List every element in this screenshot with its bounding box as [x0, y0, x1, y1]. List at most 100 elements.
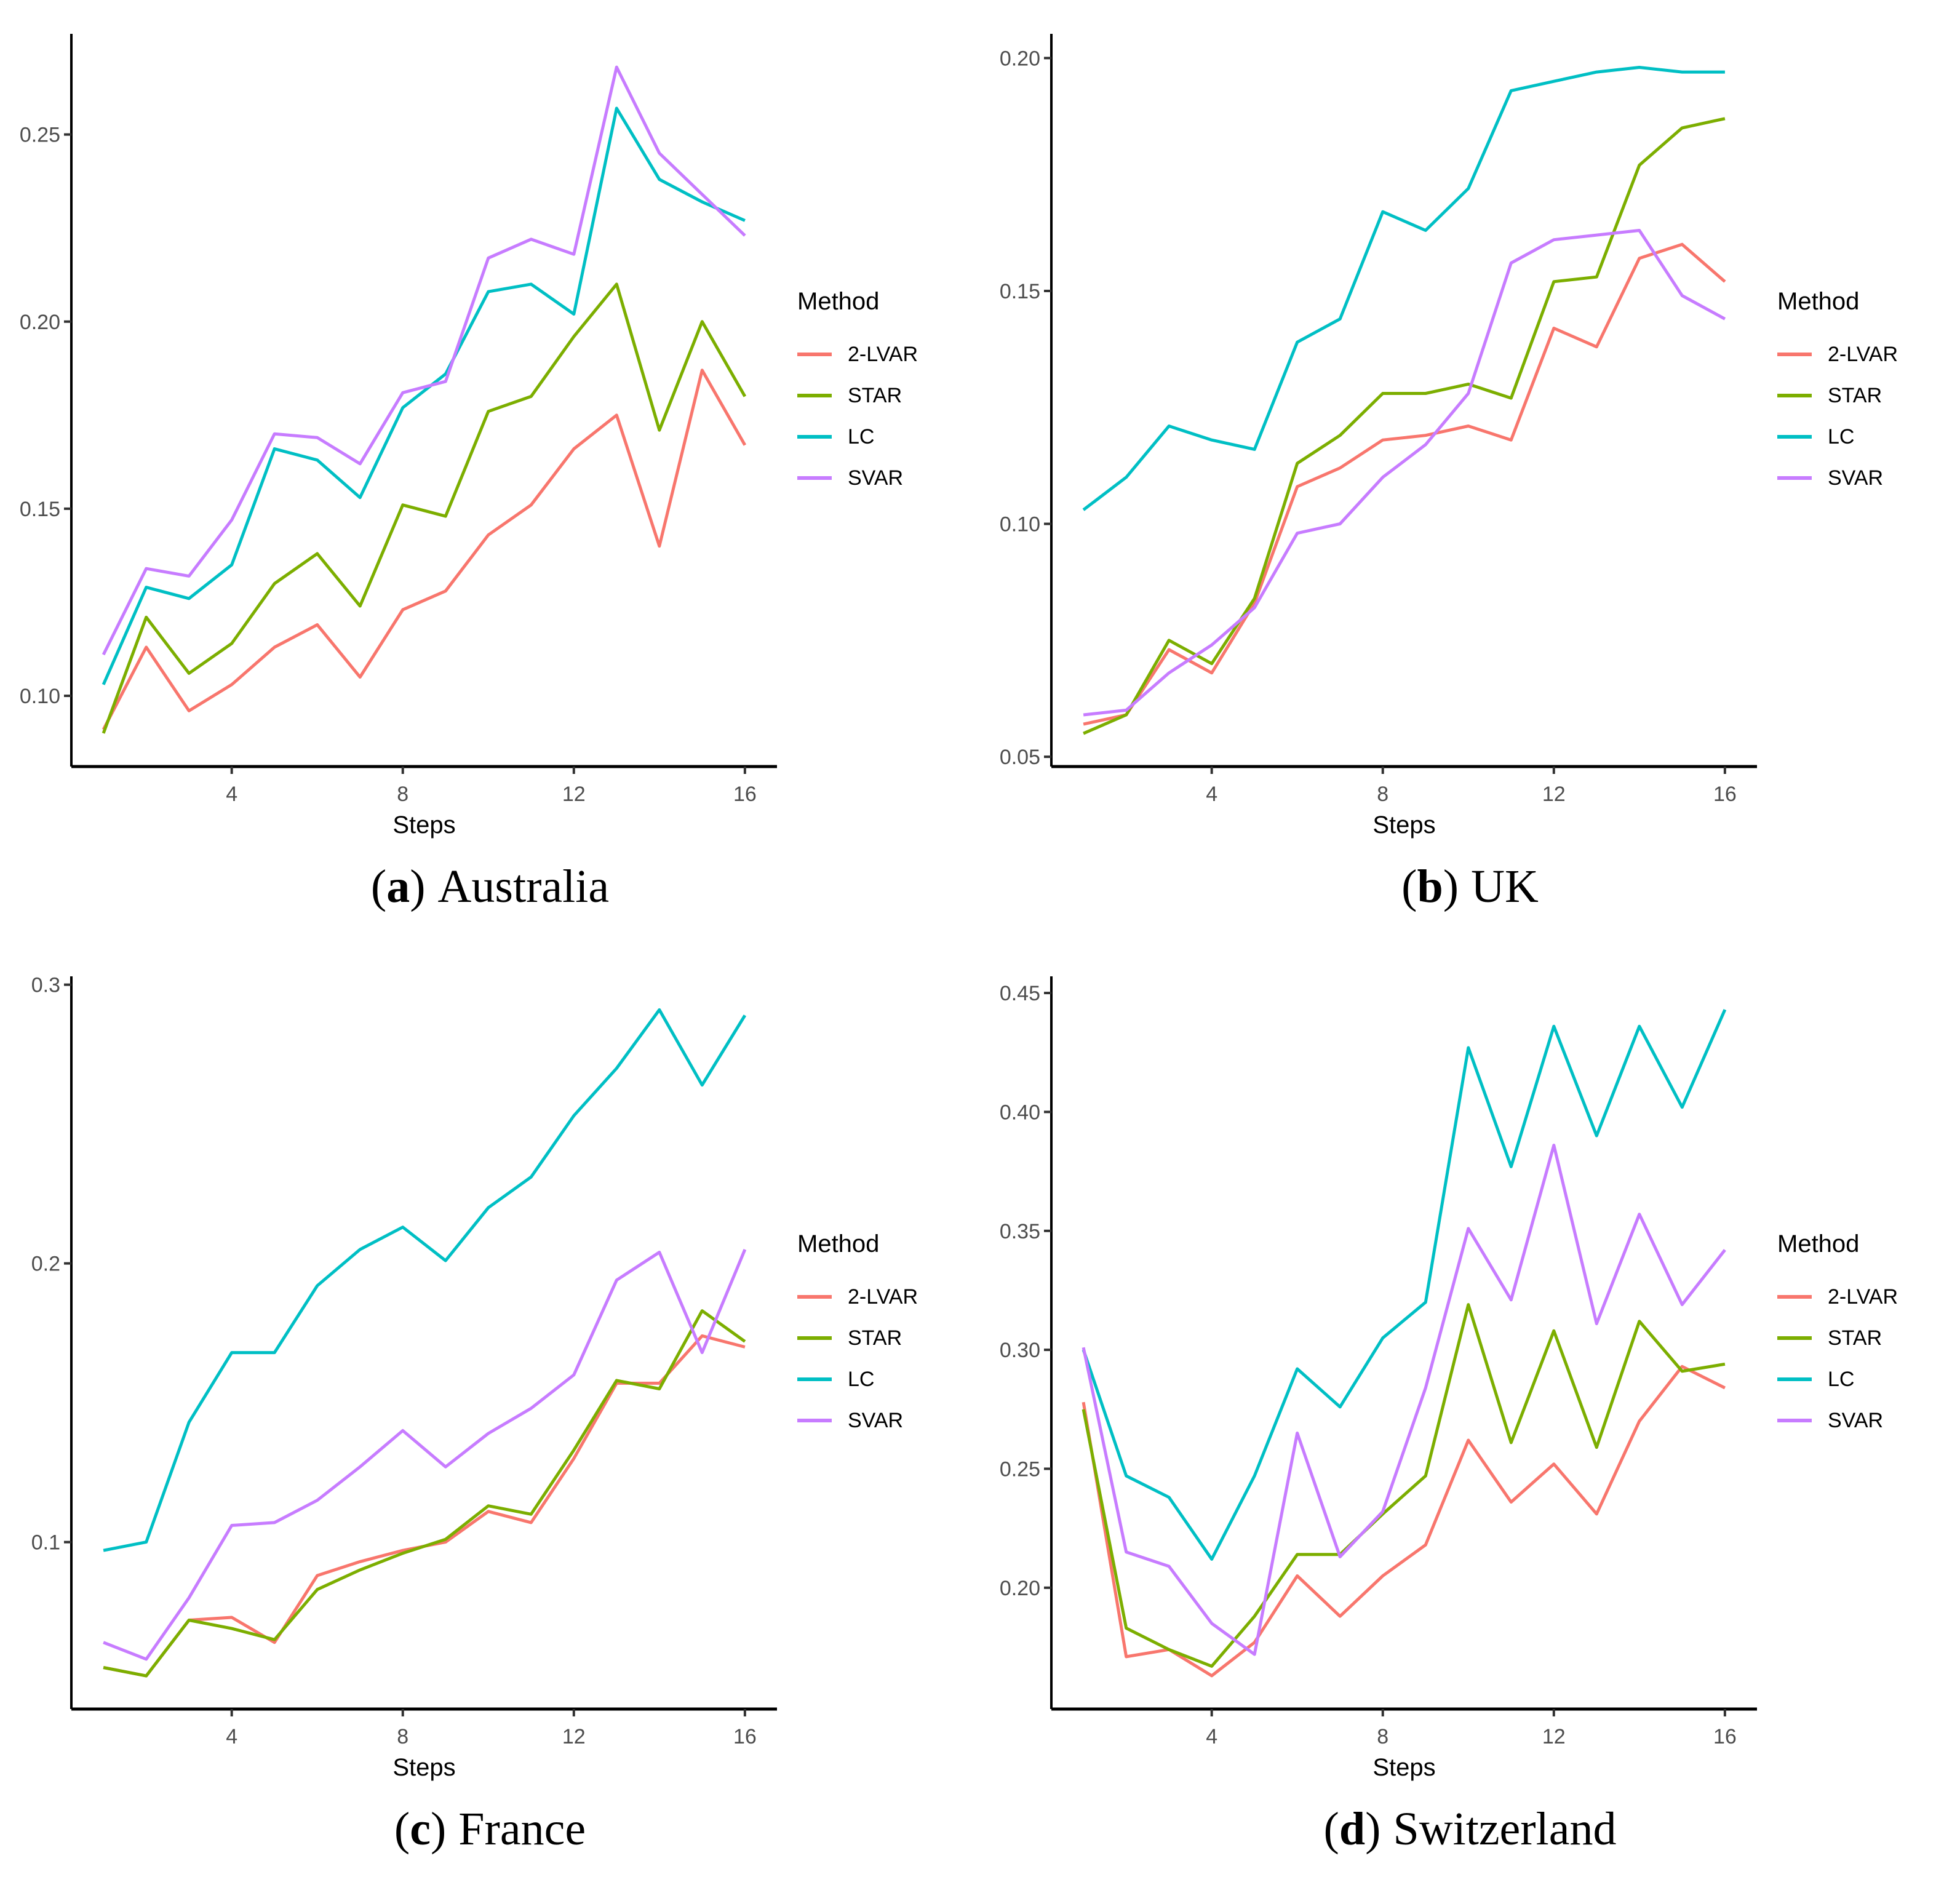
- x-tick-label: 8: [397, 783, 408, 806]
- legend-item-label: 2-LVAR: [848, 1285, 918, 1309]
- legend-item-2-lvar: 2-LVAR: [797, 1283, 918, 1311]
- line-chart-uk: 0.05 0.10 0.15 0.20 4 8 12 16 Steps: [1000, 34, 1757, 839]
- y-tick-label: 0.2: [31, 1253, 60, 1276]
- caption-country: Switzerland: [1393, 1803, 1617, 1855]
- series-line-star: [102, 282, 747, 734]
- caption-uk: (b) UK: [980, 860, 1960, 914]
- caption-paren-open: (: [1323, 1803, 1339, 1855]
- legend-key-line-icon: [797, 1295, 832, 1299]
- series-line-star: [1083, 117, 1726, 735]
- x-tick-label: 16: [733, 783, 757, 806]
- series-line-2-lvar: [1083, 242, 1726, 726]
- y-tick-label: 0.20: [1000, 47, 1040, 70]
- legend-item-label: SVAR: [1828, 1408, 1884, 1432]
- legend-item-label: SVAR: [848, 1408, 904, 1432]
- legend-key-line-icon: [797, 1336, 832, 1340]
- legend-key-line-icon: [1777, 1377, 1812, 1381]
- line-chart-france: 0.1 0.2 0.3 4 8 12 16 Steps: [31, 974, 777, 1781]
- y-tick-label: 0.1: [31, 1531, 60, 1555]
- caption-switzerland: (d) Switzerland: [980, 1803, 1960, 1856]
- caption-letter: b: [1417, 861, 1443, 912]
- legend-item-label: STAR: [848, 1326, 902, 1350]
- y-tick-label: 0.30: [1000, 1339, 1040, 1362]
- x-tick-label: 8: [397, 1725, 408, 1748]
- series-line-lc: [1082, 1009, 1727, 1561]
- x-tick-label: 8: [1377, 1725, 1388, 1748]
- legend-title: Method: [797, 1230, 880, 1257]
- y-tick-label: 0.40: [1000, 1101, 1040, 1124]
- y-tick-label: 0.15: [1000, 280, 1040, 303]
- x-axis-title: Steps: [392, 811, 455, 839]
- line-chart-australia: 0.10 0.15 0.20 0.25 4 8 12 16 Steps: [20, 34, 777, 839]
- legend-key-line-icon: [797, 1419, 832, 1422]
- caption-australia: (a) Australia: [0, 860, 980, 914]
- legend-key-line-icon: [797, 394, 832, 397]
- caption-france: (c) France: [0, 1803, 980, 1856]
- x-tick-label: 4: [226, 1725, 237, 1748]
- x-tick-label: 12: [1542, 783, 1566, 806]
- legend-key-line-icon: [797, 476, 832, 480]
- x-tick-label: 12: [562, 783, 586, 806]
- caption-paren-close: ): [1443, 861, 1459, 912]
- legend-key-line-icon: [1777, 353, 1812, 356]
- legend-item-label: STAR: [1828, 1326, 1882, 1350]
- legend-item-lc: LC: [797, 1365, 918, 1393]
- legend-item-label: SVAR: [848, 466, 904, 490]
- legend-title: Method: [1777, 288, 1860, 315]
- legend-item-lc: LC: [1777, 423, 1898, 451]
- series-line-svar: [103, 1249, 747, 1661]
- legend-item-svar: SVAR: [1777, 464, 1898, 492]
- legend-method: Method 2-LVAR STAR LC SVAR: [797, 288, 918, 505]
- series-line-svar: [1083, 229, 1726, 717]
- line-chart-switzerland: 0.20 0.25 0.30 0.35 0.40 0.45 4 8 12 16 Steps: [1000, 976, 1757, 1781]
- legend-key-line-icon: [1777, 476, 1812, 480]
- legend-item-label: 2-LVAR: [1828, 1285, 1898, 1309]
- legend-item-lc: LC: [797, 423, 918, 451]
- x-tick-label: 12: [1542, 1725, 1566, 1748]
- x-tick-label: 16: [733, 1725, 757, 1748]
- legend-item-label: SVAR: [1828, 466, 1884, 490]
- panel-uk: 0.05 0.10 0.15 0.20 4 8 12 16 Steps Method 2-LVAR…: [980, 0, 1960, 942]
- legend-method: Method 2-LVAR STAR LC SVAR: [1777, 288, 1898, 505]
- caption-letter: d: [1339, 1803, 1366, 1855]
- caption-letter: a: [386, 861, 410, 912]
- x-tick-label: 4: [1206, 1725, 1217, 1748]
- legend-item-label: STAR: [848, 383, 902, 407]
- caption-country: Australia: [437, 861, 610, 912]
- legend-item-star: STAR: [1777, 1324, 1898, 1352]
- series-line-svar: [102, 65, 746, 656]
- y-tick-label: 0.25: [1000, 1457, 1040, 1481]
- legend-item-label: LC: [1828, 1367, 1855, 1391]
- x-axis-title: Steps: [1372, 1754, 1435, 1781]
- legend-title: Method: [797, 288, 880, 315]
- legend-key-line-icon: [797, 353, 832, 356]
- y-tick-label: 0.10: [1000, 513, 1040, 536]
- caption-paren-close: ): [1365, 1803, 1381, 1855]
- x-tick-label: 8: [1377, 783, 1388, 806]
- series-line-star: [1082, 1303, 1726, 1668]
- x-axis-title: Steps: [392, 1754, 455, 1781]
- legend-key-line-icon: [1777, 394, 1812, 397]
- legend-method: Method 2-LVAR STAR LC SVAR: [797, 1230, 918, 1448]
- legend-key-line-icon: [797, 435, 832, 439]
- legend-item-label: LC: [848, 424, 875, 448]
- legend-item-svar: SVAR: [797, 464, 918, 492]
- legend-item-label: STAR: [1828, 383, 1882, 407]
- y-tick-label: 0.20: [20, 311, 60, 334]
- series-line-lc: [102, 106, 746, 685]
- series-line-star: [103, 1309, 746, 1678]
- legend-key-line-icon: [1777, 435, 1812, 439]
- caption-country: UK: [1471, 861, 1539, 912]
- legend-item-2-lvar: 2-LVAR: [797, 340, 918, 369]
- legend-item-star: STAR: [1777, 381, 1898, 410]
- y-tick-label: 0.20: [1000, 1577, 1040, 1600]
- x-tick-label: 4: [226, 783, 237, 806]
- x-tick-label: 16: [1713, 1725, 1737, 1748]
- series-line-svar: [1082, 1144, 1726, 1656]
- caption-paren-close: ): [410, 861, 426, 912]
- y-tick-label: 0.05: [1000, 746, 1040, 769]
- caption-paren-open: (: [394, 1803, 410, 1855]
- panel-france: 0.1 0.2 0.3 4 8 12 16 Steps Method 2-LVAR STAR LC S…: [0, 942, 980, 1885]
- panel-australia: 0.10 0.15 0.20 0.25 4 8 12 16 Steps Method 2-LVAR…: [0, 0, 980, 942]
